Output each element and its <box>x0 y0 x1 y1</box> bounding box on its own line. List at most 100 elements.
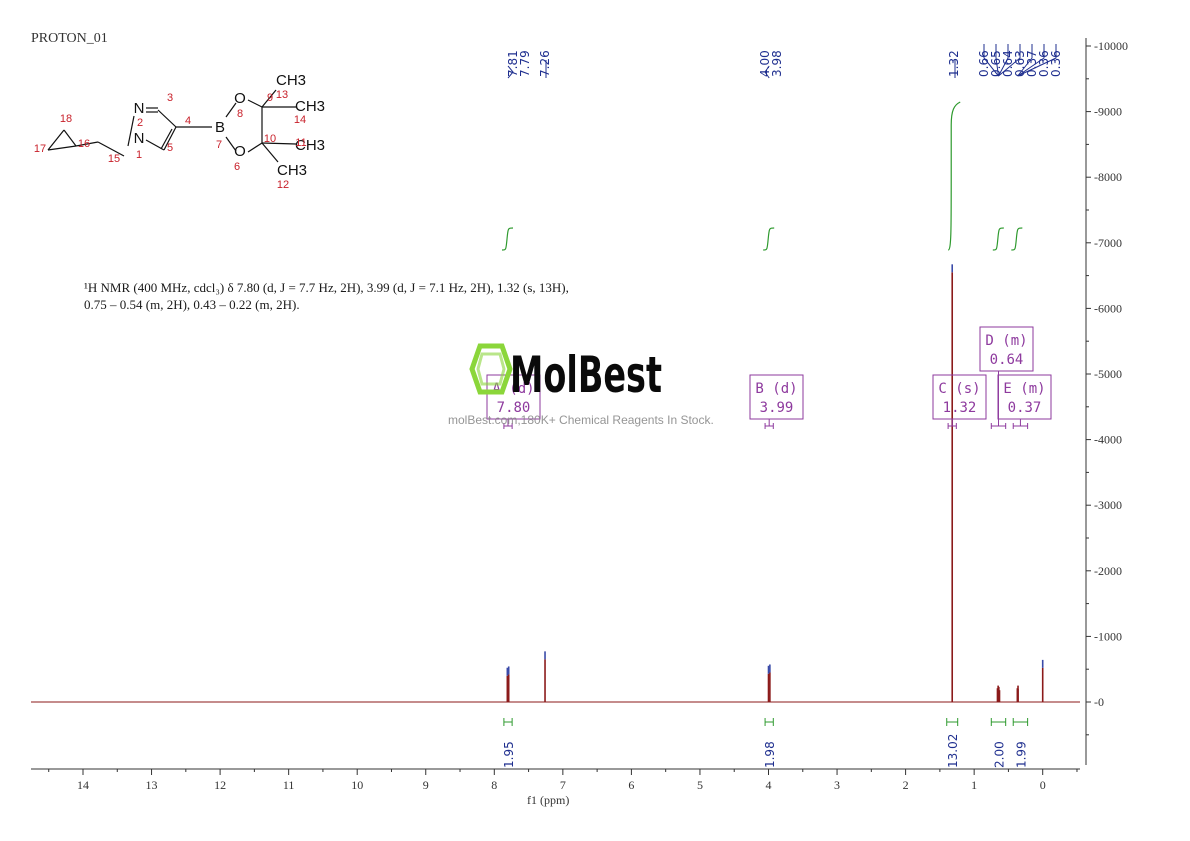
integral-step <box>947 101 961 251</box>
atom-number: 2 <box>137 117 143 129</box>
molbest-logo: MolBest <box>452 342 667 404</box>
peak-label: 1.32 <box>947 50 961 77</box>
peak-label: 3.98 <box>770 50 784 77</box>
atom-number: 10 <box>264 133 276 145</box>
peak-label: 0.63 <box>1013 50 1027 77</box>
bond <box>63 129 77 147</box>
y-tick-label: -8000 <box>1094 170 1122 184</box>
multiplet-shift: 0.37 <box>1008 400 1042 416</box>
x-axis-label: f1 (ppm) <box>527 793 570 807</box>
atom-label: CH3 <box>276 72 306 89</box>
integral-value: 13.02 <box>946 734 960 768</box>
integral-curves <box>502 101 1023 251</box>
bond <box>97 141 125 157</box>
x-tick-label: 3 <box>834 778 840 792</box>
atom-label: CH3 <box>277 162 307 179</box>
y-tick-label: -1000 <box>1094 629 1122 643</box>
peak-label-leader <box>1017 44 1057 77</box>
atom-label: O <box>234 143 246 160</box>
bond <box>261 142 279 163</box>
atom-label: O <box>234 90 246 107</box>
bond <box>47 145 77 151</box>
nmr-description-line-2: 0.75 – 0.54 (m, 2H), 0.43 – 0.22 (m, 2H)… <box>84 297 300 312</box>
peak-label-leader <box>998 44 1021 77</box>
x-tick-label: 5 <box>697 778 703 792</box>
nmr-description-line-1: ¹H NMR (400 MHz, cdcl₃) δ 7.80 (d, J = 7… <box>84 280 569 295</box>
integral-value: 2.00 <box>992 741 1006 768</box>
peak-label: 7.79 <box>518 50 532 77</box>
x-tick-label: 13 <box>146 778 158 792</box>
integral-value: 1.99 <box>1014 741 1028 768</box>
peak-label: 7.26 <box>538 50 552 77</box>
bond <box>75 141 99 147</box>
x-tick-label: 2 <box>903 778 909 792</box>
atom-label: N <box>134 130 145 147</box>
atom-number: 14 <box>294 114 306 126</box>
peak-label: 0.37 <box>1025 50 1039 77</box>
atom-label: N <box>134 100 145 117</box>
multiplet-label: D (m) <box>985 333 1027 349</box>
atom-label: CH3 <box>295 98 325 115</box>
multiplet-shift: 1.32 <box>943 400 977 416</box>
x-tick-label: 1 <box>971 778 977 792</box>
atom-number: 13 <box>276 89 288 101</box>
bond <box>247 99 263 108</box>
molbest-brand: MolBest <box>510 346 662 402</box>
y-tick-label: -7000 <box>1094 236 1122 250</box>
multiplet-label: C (s) <box>938 381 980 397</box>
multiplet-shift: 3.99 <box>760 400 794 416</box>
hexagon-icon <box>469 343 513 395</box>
nmr-description: ¹H NMR (400 MHz, cdcl₃) δ 7.80 (d, J = 7… <box>84 279 569 313</box>
integral-value: 1.98 <box>763 741 777 768</box>
y-tick-label: -4000 <box>1094 433 1122 447</box>
integral-step <box>992 227 1004 251</box>
multiplet-label: E (m) <box>1003 381 1045 397</box>
bond <box>261 89 277 108</box>
spectrum-trace <box>31 264 1080 703</box>
multiplet-box <box>932 374 987 420</box>
x-tick-label: 11 <box>283 778 295 792</box>
peak-label-leader <box>1017 44 1045 77</box>
y-tick-label: -9000 <box>1094 105 1122 119</box>
multiplet-label: B (d) <box>755 381 797 397</box>
peak-label-leader <box>998 44 1009 77</box>
y-tick-label: -6000 <box>1094 301 1122 315</box>
integral-bars: 1.95 1.98 13.02 2.00 1.99 <box>502 718 1028 768</box>
multiplet-shift: 7.80 <box>497 400 531 416</box>
x-tick-label: 6 <box>628 778 634 792</box>
atom-number: 18 <box>60 113 72 125</box>
integral-value: 1.95 <box>502 741 516 768</box>
atom-number: 15 <box>108 153 120 165</box>
x-tick-label: 14 <box>77 778 89 792</box>
x-tick-label: 0 <box>1040 778 1046 792</box>
peak-label-leader <box>995 44 999 77</box>
y-tick-label: -10000 <box>1094 39 1128 53</box>
x-tick-label: 4 <box>766 778 772 792</box>
peak-label: 0.36 <box>1049 50 1063 77</box>
peak-label-leader <box>1017 44 1033 77</box>
bond <box>163 126 177 151</box>
integral-step <box>763 227 775 251</box>
y-tick-label: -3000 <box>1094 498 1122 512</box>
multiplet-box <box>997 374 1052 420</box>
y-tick-label: -5000 <box>1094 367 1122 381</box>
atom-number: 11 <box>295 137 306 149</box>
bond <box>47 129 65 151</box>
peak-label: 7.81 <box>506 50 520 77</box>
watermark-tagline: molBest.com,180K+ Chemical Reagents In S… <box>448 413 714 427</box>
bond <box>261 142 297 145</box>
bond <box>247 142 263 153</box>
atom-number: 1 <box>136 149 142 161</box>
bond <box>157 109 177 128</box>
peak-label: 0.66 <box>977 50 991 77</box>
y-tick-label: -0 <box>1094 695 1104 709</box>
integral-step <box>1011 227 1023 251</box>
atom-number: 4 <box>185 115 191 127</box>
peak-label: 4.00 <box>758 50 772 77</box>
multiplet-box <box>749 374 804 420</box>
chart-axes: 14 13 12 11 10 9 8 7 6 5 4 3 2 1 0-0-1000-2000-3000-40… <box>31 38 1128 792</box>
atom-label: B <box>215 119 225 136</box>
bond <box>225 102 237 118</box>
peak-label-leader <box>983 44 999 77</box>
